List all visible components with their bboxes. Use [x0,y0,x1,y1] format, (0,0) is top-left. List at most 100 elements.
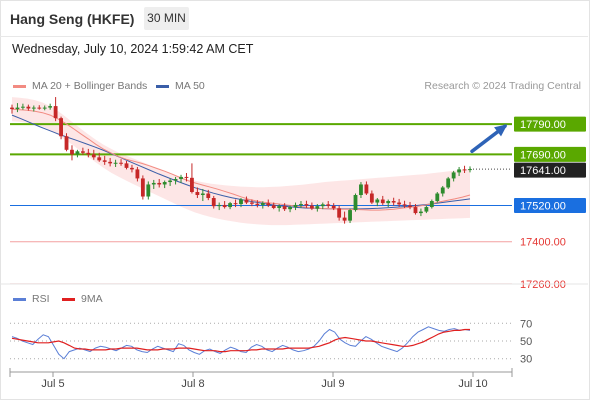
bollinger-band [12,97,470,226]
candle [200,188,205,202]
candle-body [86,152,91,155]
candle-body [206,193,211,199]
candle [375,198,380,207]
candle-body [113,162,118,164]
candle [293,202,298,211]
candle [457,166,462,177]
candle [282,203,287,211]
candle [184,173,189,182]
candle-body [10,107,14,110]
candle [271,202,276,210]
candle-body [440,187,445,194]
candle [102,155,107,165]
candle [364,181,369,196]
candle-body [315,206,320,209]
candle [168,178,173,186]
candle [413,204,418,215]
candle-body [359,184,363,196]
x-tick-label: Jul 8 [181,378,204,390]
research-credit: Research © 2024 Trading Central [424,80,581,92]
candle-body [408,205,412,208]
x-tick-label: Jul 9 [321,378,344,390]
candle-body [26,106,31,109]
candle-body [419,211,423,214]
legend-ma20-label: MA 20 + Bollinger Bands [32,80,148,92]
candle-body [146,184,151,197]
candle-body [31,107,36,109]
candle [369,190,374,205]
candle [228,201,233,210]
candle-body [222,204,227,208]
candle [75,149,80,158]
candle [86,148,91,158]
candle [10,104,14,114]
candle-body [304,204,309,206]
candle [130,164,134,173]
candle [48,103,53,110]
candle-body [217,204,222,207]
rsi-swatch [13,297,26,301]
candle [80,147,85,155]
candle [195,187,200,199]
candle-body [108,161,113,164]
candle-body [331,205,336,209]
candle [342,211,347,224]
candle [429,199,434,209]
last-price-label-bg [514,162,586,178]
candle [146,181,151,200]
candle [359,182,363,199]
candle-body [168,180,173,183]
candle-body [64,136,69,150]
candle-body [173,179,178,181]
rsi-ma-line [11,328,470,353]
candle [239,198,243,208]
candle-body [102,160,107,162]
candle [31,105,36,112]
candle [326,201,331,208]
legend-rsi: RSI [13,293,50,305]
candle [462,165,467,174]
candle-body [293,204,298,208]
header-divider [0,36,588,37]
candle [446,176,451,189]
interval-badge[interactable]: 30 MIN [144,7,189,30]
candle [386,199,391,208]
candle [59,116,63,140]
candle-body [140,178,145,197]
candle-body [48,106,53,108]
candle [315,204,320,212]
level-label-17520-bg [514,198,586,214]
legend-rsi-label: RSI [32,293,50,305]
x-tick-label: Jul 5 [41,378,64,390]
level-label-17690-bg [514,146,586,162]
candle [451,170,456,182]
candle-body [402,204,407,206]
candle [397,198,402,207]
candle [70,145,74,161]
candle-body [462,169,467,171]
level-label-17790: 17790.00 [520,119,566,131]
candle-body [446,178,451,188]
candle-body [190,177,194,192]
candle [288,205,292,213]
level-label-17260: 17260.00 [520,279,566,291]
candle-body [299,204,303,206]
candle-body [277,206,282,208]
legend-ma20: MA 20 + Bollinger Bands [13,80,147,92]
candle-body [162,182,167,185]
candle-body [130,167,134,170]
candle [435,191,440,203]
candle-body [70,149,74,155]
candle [408,201,412,210]
candle-body [320,204,325,207]
candle [135,166,140,182]
candle-body [211,198,216,207]
candle-body [151,182,156,185]
candle [173,176,178,185]
candle [211,195,216,209]
candle [140,175,145,200]
candle-body [42,107,47,109]
candle-body [157,182,162,185]
candle [299,201,303,208]
